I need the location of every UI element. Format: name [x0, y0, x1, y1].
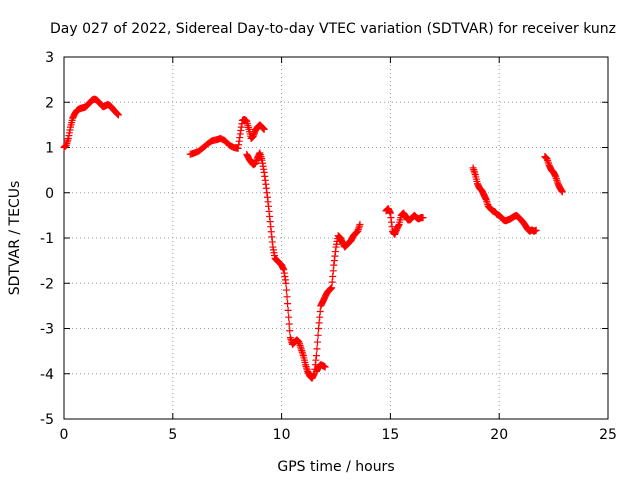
y-axis-label: SDTVAR / TECUs: [7, 181, 23, 296]
chart-title: Day 027 of 2022, Sidereal Day-to-day VTE…: [50, 21, 616, 37]
y-tick-label: 1: [45, 141, 54, 157]
data-point: [419, 214, 427, 222]
data-point: [312, 352, 320, 360]
y-tick-label: 0: [45, 186, 54, 202]
y-tick-label: -1: [40, 231, 54, 247]
x-tick-label: 0: [60, 427, 69, 443]
data-point: [283, 293, 291, 301]
x-tick-label: 5: [168, 427, 177, 443]
data-point: [321, 363, 329, 371]
data-point: [282, 286, 290, 294]
data-point: [260, 125, 268, 133]
data-point: [286, 327, 294, 335]
y-tick-label: 3: [45, 50, 54, 66]
data-point: [532, 226, 540, 234]
data-point: [284, 306, 292, 314]
y-tick-label: -2: [40, 276, 54, 292]
data-point: [114, 111, 122, 119]
data-point: [558, 188, 566, 196]
y-tick-label: -3: [40, 322, 54, 338]
y-tick-labels: -5 -4 -3 -2 -1 0 1 2 3: [40, 50, 54, 428]
data-point: [285, 313, 293, 321]
x-tick-label: 20: [490, 427, 508, 443]
x-tick-label: 15: [381, 427, 399, 443]
y-tick-label: 2: [45, 95, 54, 111]
x-tick-label: 25: [599, 427, 617, 443]
y-tick-label: -4: [40, 367, 54, 383]
x-tick-labels: 0 5 10 15 20 25: [60, 427, 617, 443]
data-point: [314, 331, 322, 339]
data-point: [356, 220, 364, 228]
data-point: [282, 279, 290, 287]
data-point: [313, 345, 321, 353]
data-points: [60, 95, 566, 382]
x-axis-label: GPS time / hours: [277, 459, 394, 475]
data-point: [284, 300, 292, 308]
data-point: [314, 338, 322, 346]
x-tick-label: 10: [273, 427, 291, 443]
data-point: [285, 320, 293, 328]
y-tick-label: -5: [40, 412, 54, 428]
